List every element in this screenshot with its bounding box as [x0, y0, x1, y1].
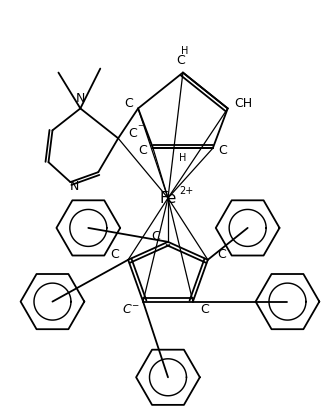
Text: C: C	[128, 127, 136, 140]
Text: CH: CH	[234, 97, 253, 110]
Text: H: H	[179, 153, 187, 163]
Text: C: C	[177, 54, 185, 67]
Text: $C^{-}$: $C^{-}$	[122, 303, 140, 316]
Text: C: C	[124, 97, 132, 110]
Text: N: N	[70, 180, 79, 193]
Text: N: N	[76, 92, 85, 105]
Text: $^{-}$: $^{-}$	[137, 123, 144, 134]
Text: C: C	[200, 303, 209, 316]
Text: C: C	[110, 248, 119, 261]
Text: C: C	[218, 144, 227, 157]
Text: C: C	[139, 144, 147, 157]
Text: C: C	[217, 248, 226, 261]
Text: Fe: Fe	[159, 191, 177, 206]
Text: H: H	[181, 46, 189, 56]
Text: C: C	[152, 230, 161, 243]
Text: 2+: 2+	[179, 186, 193, 196]
